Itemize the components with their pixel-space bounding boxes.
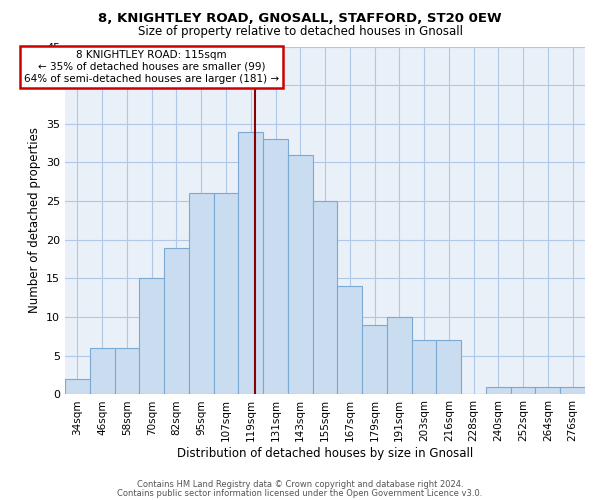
Bar (90, 348, 115, 395)
Text: Contains HM Land Registry data © Crown copyright and database right 2024.: Contains HM Land Registry data © Crown c… (137, 480, 463, 489)
Bar (189, 194, 214, 394)
Text: 8, KNIGHTLEY ROAD, GNOSALL, STAFFORD, ST20 0EW: 8, KNIGHTLEY ROAD, GNOSALL, STAFFORD, ST… (98, 12, 502, 26)
Text: 8 KNIGHTLEY ROAD: 115sqm
← 35% of detached houses are smaller (99)
64% of semi-d: 8 KNIGHTLEY ROAD: 115sqm ← 35% of detach… (24, 50, 279, 84)
Bar (486, 386, 511, 394)
Bar (362, 325, 387, 394)
Bar (65, 379, 90, 394)
Bar (412, 340, 436, 394)
X-axis label: Distribution of detached houses by size in Gnosall: Distribution of detached houses by size … (177, 447, 473, 460)
Bar (560, 386, 585, 394)
Bar (115, 348, 139, 395)
Bar (214, 194, 238, 394)
Y-axis label: Number of detached properties: Number of detached properties (28, 128, 41, 314)
Bar (387, 317, 412, 394)
Bar (337, 286, 362, 395)
Text: Size of property relative to detached houses in Gnosall: Size of property relative to detached ho… (137, 25, 463, 38)
Bar (511, 386, 535, 394)
Bar (263, 140, 288, 394)
Bar (288, 155, 313, 394)
Bar (238, 132, 263, 394)
Text: Contains public sector information licensed under the Open Government Licence v3: Contains public sector information licen… (118, 488, 482, 498)
Bar (535, 386, 560, 394)
Bar (164, 248, 189, 394)
Bar (313, 201, 337, 394)
Bar (139, 278, 164, 394)
Bar (436, 340, 461, 394)
